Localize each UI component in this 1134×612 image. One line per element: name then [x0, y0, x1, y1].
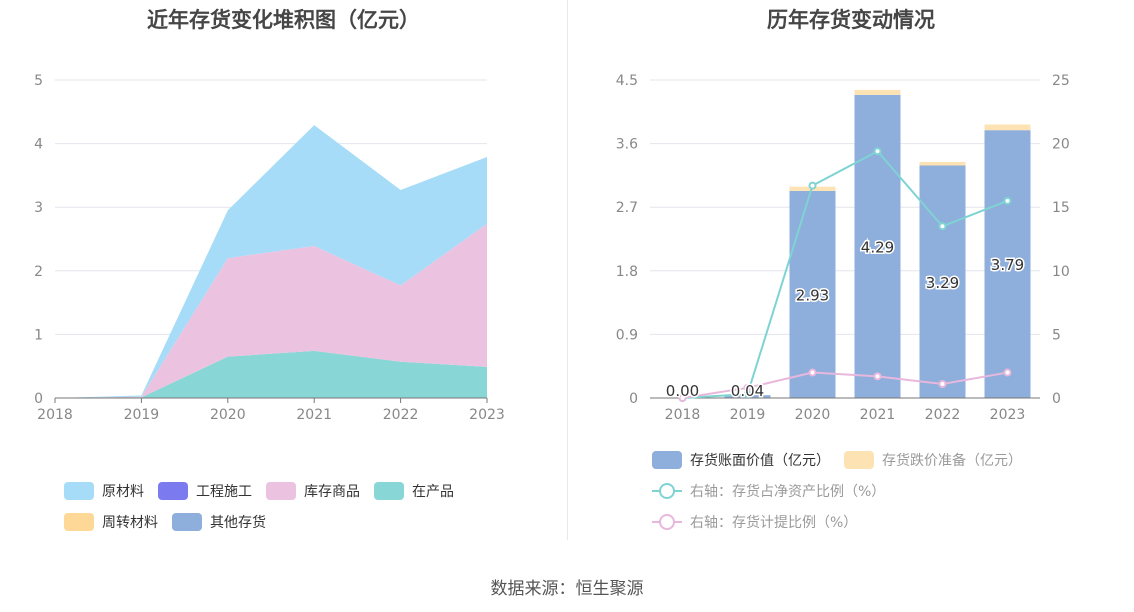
- bar-value-label: 0.00: [666, 382, 699, 400]
- y-right-tick-label: 15: [1052, 200, 1070, 216]
- line-point-0: [938, 222, 947, 231]
- data-source-label: 数据来源：恒生聚源: [490, 579, 644, 599]
- x-tick-label: 2020: [210, 407, 246, 423]
- area-2: [55, 223, 487, 398]
- y-tick-label: 0: [34, 391, 43, 407]
- x-tick-label: 2019: [124, 407, 160, 423]
- line-point-1: [873, 372, 882, 381]
- line-point-1: [678, 394, 687, 402]
- legend-swatch: [374, 481, 404, 500]
- bar-impairment: [984, 124, 1031, 131]
- legend-item-book-value[interactable]: 存货账面价值（亿元）: [652, 450, 830, 470]
- y-left-tick-label: 1.8: [616, 264, 638, 280]
- x-tick-label: 2023: [990, 407, 1026, 423]
- area-0: [55, 125, 487, 398]
- y-right-tick-label: 0: [1052, 391, 1061, 407]
- right-legend: 存货账面价值（亿元） 存货跌价准备（亿元） 右轴：存货占净资产比例（%） 右轴：…: [652, 444, 1036, 537]
- x-tick-label: 2022: [383, 407, 419, 423]
- legend-swatch: [158, 481, 188, 500]
- y-left-tick-label: 3.6: [616, 137, 638, 153]
- y-left-tick-label: 0.9: [616, 327, 638, 343]
- y-tick-label: 1: [34, 327, 43, 343]
- y-left-tick-label: 4.5: [616, 73, 638, 89]
- y-left-tick-label: 0: [629, 391, 638, 407]
- x-tick-label: 2021: [860, 407, 896, 423]
- series-line-0: [682, 149, 1008, 399]
- y-right-tick-label: 10: [1052, 264, 1070, 280]
- y-right-tick-label: 25: [1052, 73, 1070, 89]
- x-tick-label: 2020: [795, 407, 831, 423]
- y-right-tick-label: 20: [1052, 137, 1070, 153]
- bar-value-label: 3.79: [991, 256, 1024, 274]
- y-right-tick-label: 5: [1052, 327, 1061, 343]
- series-line-1: [682, 371, 1008, 399]
- legend-line-swatch: [652, 482, 682, 500]
- x-tick-label: 2021: [296, 407, 332, 423]
- line-point-1: [743, 383, 752, 392]
- line-point-1: [1003, 368, 1012, 377]
- bar-impairment: [919, 161, 966, 166]
- y-tick-label: 2: [34, 264, 43, 280]
- x-tick-label: 2022: [925, 407, 961, 423]
- bar-book-value: [789, 190, 836, 398]
- line-point-0: [873, 147, 882, 156]
- panel-divider: [567, 0, 568, 540]
- legend-item-inventory-goods[interactable]: 库存商品: [266, 481, 360, 501]
- right-chart-title: 历年存货变动情况: [767, 8, 935, 32]
- bar-value-label: 3.29: [926, 274, 959, 292]
- bar-value-label: 4.29: [861, 238, 894, 256]
- y-left-tick-label: 2.7: [616, 200, 638, 216]
- bar-line-combo-plot: 0 0.9 1.8 2.7 3.6 4.5 0 5 10 15 20 25 2018 2019 2020 20…: [616, 73, 1070, 423]
- legend-swatch: [266, 481, 296, 500]
- y-tick-label: 4: [34, 137, 43, 153]
- legend-line-swatch: [652, 513, 682, 531]
- legend-swatch: [64, 481, 94, 500]
- left-chart-title: 近年存货变化堆积图（亿元）: [147, 8, 420, 32]
- stacked-area-plot: 0 1 2 3 4 5 2018 2019 2020 2021 2022 2023: [34, 73, 505, 423]
- bar-book-value: [984, 130, 1031, 398]
- line-point-1: [808, 368, 817, 377]
- legend-item-impairment[interactable]: 存货跌价准备（亿元）: [844, 450, 1022, 470]
- legend-item-provision-ratio[interactable]: 右轴：存货计提比例（%）: [652, 512, 857, 532]
- legend-item-raw-material[interactable]: 原材料: [64, 481, 144, 501]
- line-point-0: [1003, 196, 1012, 205]
- x-tick-label: 2018: [665, 407, 701, 423]
- legend-swatch: [844, 450, 874, 469]
- legend-item-net-asset-ratio[interactable]: 右轴：存货占净资产比例（%）: [652, 481, 885, 501]
- left-chart-panel: 近年存货变化堆积图（亿元） 0 1 2 3 4 5 2018 2019 2020 2021 2022…: [0, 0, 567, 545]
- legend-item-construction[interactable]: 工程施工: [158, 481, 252, 501]
- bar-value-label: 0.04: [731, 382, 764, 400]
- y-tick-label: 3: [34, 200, 43, 216]
- x-tick-label: 2019: [730, 407, 766, 423]
- bar-book-value: [919, 165, 966, 398]
- left-legend: 原材料 工程施工 库存商品 在产品 周转材料 其他存货: [64, 475, 468, 537]
- y-tick-label: 5: [34, 73, 43, 89]
- legend-item-work-in-progress[interactable]: 在产品: [374, 481, 454, 501]
- legend-swatch: [172, 512, 202, 531]
- bar-impairment: [854, 89, 901, 95]
- legend-swatch: [652, 450, 682, 469]
- legend-item-other-inventory[interactable]: 其他存货: [172, 512, 266, 532]
- bar-book-value: [854, 94, 901, 398]
- line-point-1: [938, 380, 947, 389]
- legend-swatch: [64, 512, 94, 531]
- x-tick-label: 2018: [37, 407, 73, 423]
- legend-item-turnover-material[interactable]: 周转材料: [64, 512, 158, 532]
- area-3: [55, 350, 487, 398]
- x-tick-label: 2023: [469, 407, 505, 423]
- right-chart-panel: 历年存货变动情况 0 0.9 1.8 2.7 3.6 4.5 0 5 10 15 20 25 2018 2…: [568, 0, 1134, 545]
- line-point-0: [808, 181, 817, 190]
- bar-value-label: 2.93: [796, 286, 829, 304]
